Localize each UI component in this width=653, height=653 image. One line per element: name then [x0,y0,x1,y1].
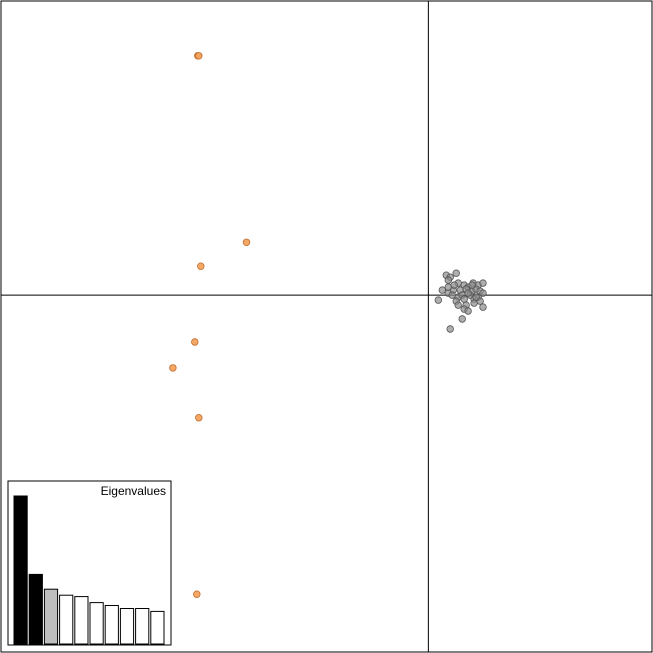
scatter-point-gray [438,286,446,294]
eigenvalues-title: Eigenvalues [101,484,166,498]
scatter-points [169,52,487,598]
eigenvalue-bar [89,602,104,645]
scatter-point-orange [197,262,205,270]
scatter-point-gray [458,315,466,323]
scatter-point-orange [242,238,251,246]
eigenvalue-bar [150,610,165,645]
scatter-point-orange [195,52,203,60]
eigenvalue-bars [13,495,165,645]
eigenvalues-inset: Eigenvalues [7,480,172,646]
eigenvalue-bar [74,596,89,645]
scatter-point-gray [448,291,456,299]
scatter-point-gray [470,299,478,307]
scatter-point-orange [193,590,201,598]
scatter-point-orange [169,364,177,372]
scatter-point-gray [468,281,476,289]
eigenvalue-bar [119,608,135,645]
scatter-point-gray [450,281,458,289]
scatter-point-gray [464,307,472,315]
scatter-point-orange [191,338,199,346]
scatter-point-orange [195,414,203,422]
eigenvalue-bar [43,588,59,645]
eigenvalue-bar [13,495,28,645]
scatter-point-gray [479,303,487,311]
scatter-point-gray [444,276,452,284]
scatter-point-gray [464,289,472,297]
eigenvalue-bar [28,573,43,645]
scatter-point-gray [434,296,442,304]
scatter-point-gray [479,279,487,287]
scatter-point-gray [460,295,468,303]
scatter-point-gray [472,293,480,301]
eigenvalue-bar [135,608,150,645]
scatter-point-gray [446,325,454,333]
scatter-point-gray [452,269,460,277]
eigenvalue-bar [104,605,119,645]
scatter-point-gray [479,289,487,297]
eigenvalue-bar [59,594,74,645]
scatter-point-gray [454,301,462,309]
